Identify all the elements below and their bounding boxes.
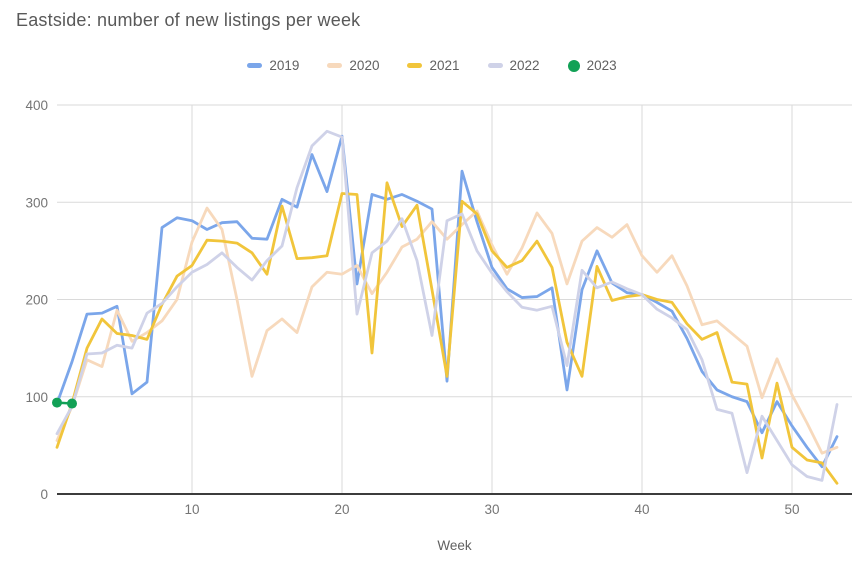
- x-tick-label: 30: [484, 502, 499, 517]
- series-line-2021: [55, 181, 839, 485]
- y-tick-label: 200: [25, 293, 48, 308]
- legend-item-2019: 2019: [247, 58, 299, 73]
- legend-swatch-2022: [487, 63, 503, 68]
- legend-item-2021: 2021: [407, 58, 460, 73]
- y-tick-label: 0: [40, 487, 48, 502]
- chart-title: Eastside: number of new listings per wee…: [16, 10, 361, 30]
- legend: 2019 2020 2021 2022 2023: [0, 58, 864, 73]
- y-tick-label: 300: [25, 195, 48, 210]
- legend-swatch-2020: [327, 63, 343, 68]
- legend-item-2023: 2023: [567, 58, 617, 73]
- series-line-2020: [55, 206, 839, 455]
- x-tick-label: 50: [784, 502, 799, 517]
- x-axis-title: Week: [437, 538, 472, 553]
- legend-swatch-2021: [407, 63, 423, 68]
- legend-label: 2021: [429, 58, 460, 73]
- legend-item-2022: 2022: [487, 58, 540, 73]
- x-tick-label: 10: [184, 502, 199, 517]
- series-line-2022: [55, 129, 839, 482]
- legend-swatch-2019: [247, 63, 263, 68]
- x-tick-label: 40: [634, 502, 649, 517]
- y-tick-label: 400: [25, 98, 48, 113]
- data-point-2023: [67, 398, 77, 409]
- y-tick-label: 100: [25, 390, 48, 405]
- legend-label: 2020: [349, 58, 380, 73]
- legend-label: 2023: [586, 58, 617, 73]
- data-point-2023: [52, 397, 62, 408]
- x-tick-label: 20: [334, 502, 349, 517]
- legend-label: 2022: [509, 58, 540, 73]
- legend-item-2020: 2020: [327, 58, 379, 73]
- legend-swatch-2023: [567, 59, 580, 72]
- legend-label: 2019: [269, 58, 300, 73]
